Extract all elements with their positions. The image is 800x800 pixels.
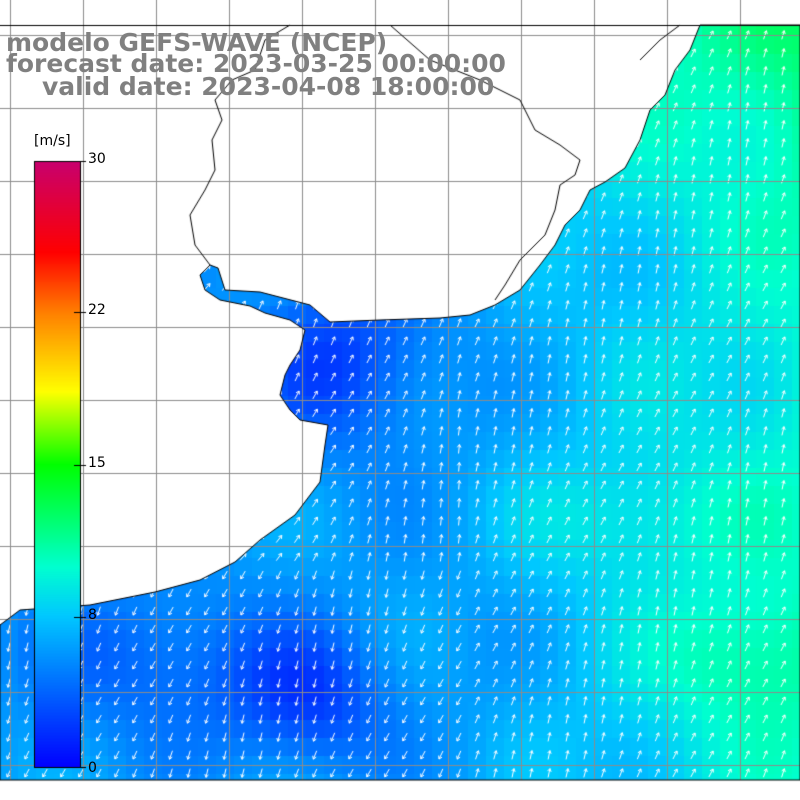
forecast-date: forecast date: 2023-03-25 00:00:00 [6,49,506,78]
colorbar-tick-8: 8 [88,607,97,623]
colorbar-unit: [m/s] [34,133,71,149]
colorbar-tick-30: 30 [88,151,106,167]
valid-date: valid date: 2023-04-08 18:00:00 [42,72,495,101]
colorbar-tick-0: 0 [88,760,97,776]
model-title: modelo GEFS-WAVE (NCEP) [6,28,388,57]
colorbar-tick-22: 22 [88,302,106,318]
colorbar-tick-15: 15 [88,455,106,471]
